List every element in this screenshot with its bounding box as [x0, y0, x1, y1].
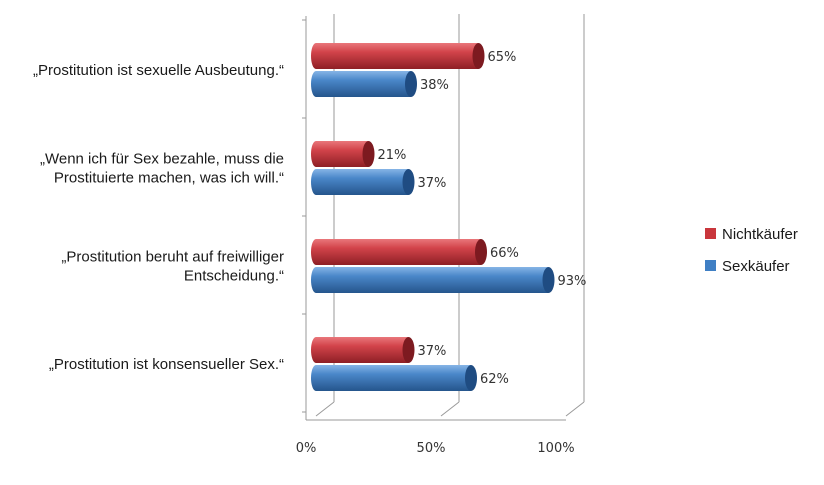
bar-start-cap	[311, 43, 321, 69]
bar-nichtkaeufer	[311, 43, 485, 69]
bar-start-cap	[311, 169, 321, 195]
category-label: „Wenn ich für Sex bezahle, muss die	[40, 151, 284, 168]
legend-label: Nichtkäufer	[722, 226, 798, 243]
data-label: 21%	[378, 148, 407, 163]
bar-body	[316, 267, 549, 293]
bar-body	[316, 365, 471, 391]
floor-edge-50	[440, 401, 460, 417]
bar-sexkaeufer	[311, 365, 477, 391]
bar-end-cap	[402, 337, 415, 363]
bars-layer	[311, 43, 555, 391]
x-tick-label: 0%	[296, 441, 317, 456]
bar-end-cap	[402, 169, 415, 195]
x-tick-label: 50%	[417, 441, 446, 456]
legend-label: Sexkäufer	[722, 258, 790, 275]
legend-item: Nichtkäufer	[705, 226, 798, 243]
legend-item: Sexkäufer	[705, 258, 790, 275]
legend: Nichtkäufer Sexkäufer	[705, 226, 798, 275]
data-label: 66%	[490, 246, 519, 261]
data-label: 37%	[418, 176, 447, 191]
category-label: „Prostitution beruht auf freiwilliger	[61, 249, 284, 266]
data-label: 65%	[488, 50, 517, 65]
legend-swatch	[705, 228, 716, 239]
category-label: Prostituierte machen, was ich will.“	[54, 170, 284, 187]
bar-nichtkaeufer	[311, 337, 415, 363]
bar-body	[316, 141, 369, 167]
bar-sexkaeufer	[311, 169, 415, 195]
bar-start-cap	[311, 365, 321, 391]
category-label: „Prostitution ist konsensueller Sex.“	[49, 356, 284, 373]
bar-end-cap	[472, 43, 485, 69]
bar-start-cap	[311, 141, 321, 167]
bar-end-cap	[542, 267, 555, 293]
bar-start-cap	[311, 337, 321, 363]
bar-body	[316, 71, 411, 97]
labels-layer: 0% 50% 100% „Prostitution ist sexuelle Ausb…	[33, 50, 586, 456]
bar-start-cap	[311, 267, 321, 293]
data-label: 37%	[418, 344, 447, 359]
bar-sexkaeufer	[311, 71, 417, 97]
bar-body	[316, 337, 409, 363]
bar-body	[316, 43, 479, 69]
bar-start-cap	[311, 71, 321, 97]
bar-body	[316, 169, 409, 195]
bar-body	[316, 239, 481, 265]
category-label: „Prostitution ist sexuelle Ausbeutung.“	[33, 62, 284, 79]
data-label: 62%	[480, 372, 509, 387]
data-label: 38%	[420, 78, 449, 93]
floor-edge-100	[565, 401, 585, 417]
bar-end-cap	[475, 239, 487, 265]
floor-edge-0	[315, 401, 335, 417]
bar-end-cap	[405, 71, 417, 97]
bar-end-cap	[362, 141, 375, 167]
x-tick-label: 100%	[537, 441, 574, 456]
category-label: Entscheidung.“	[184, 268, 284, 285]
bar-start-cap	[311, 239, 321, 265]
bar-nichtkaeufer	[311, 239, 487, 265]
legend-swatch	[705, 260, 716, 271]
bar-end-cap	[465, 365, 477, 391]
bar-nichtkaeufer	[311, 141, 375, 167]
bar-sexkaeufer	[311, 267, 555, 293]
data-label: 93%	[558, 274, 587, 289]
